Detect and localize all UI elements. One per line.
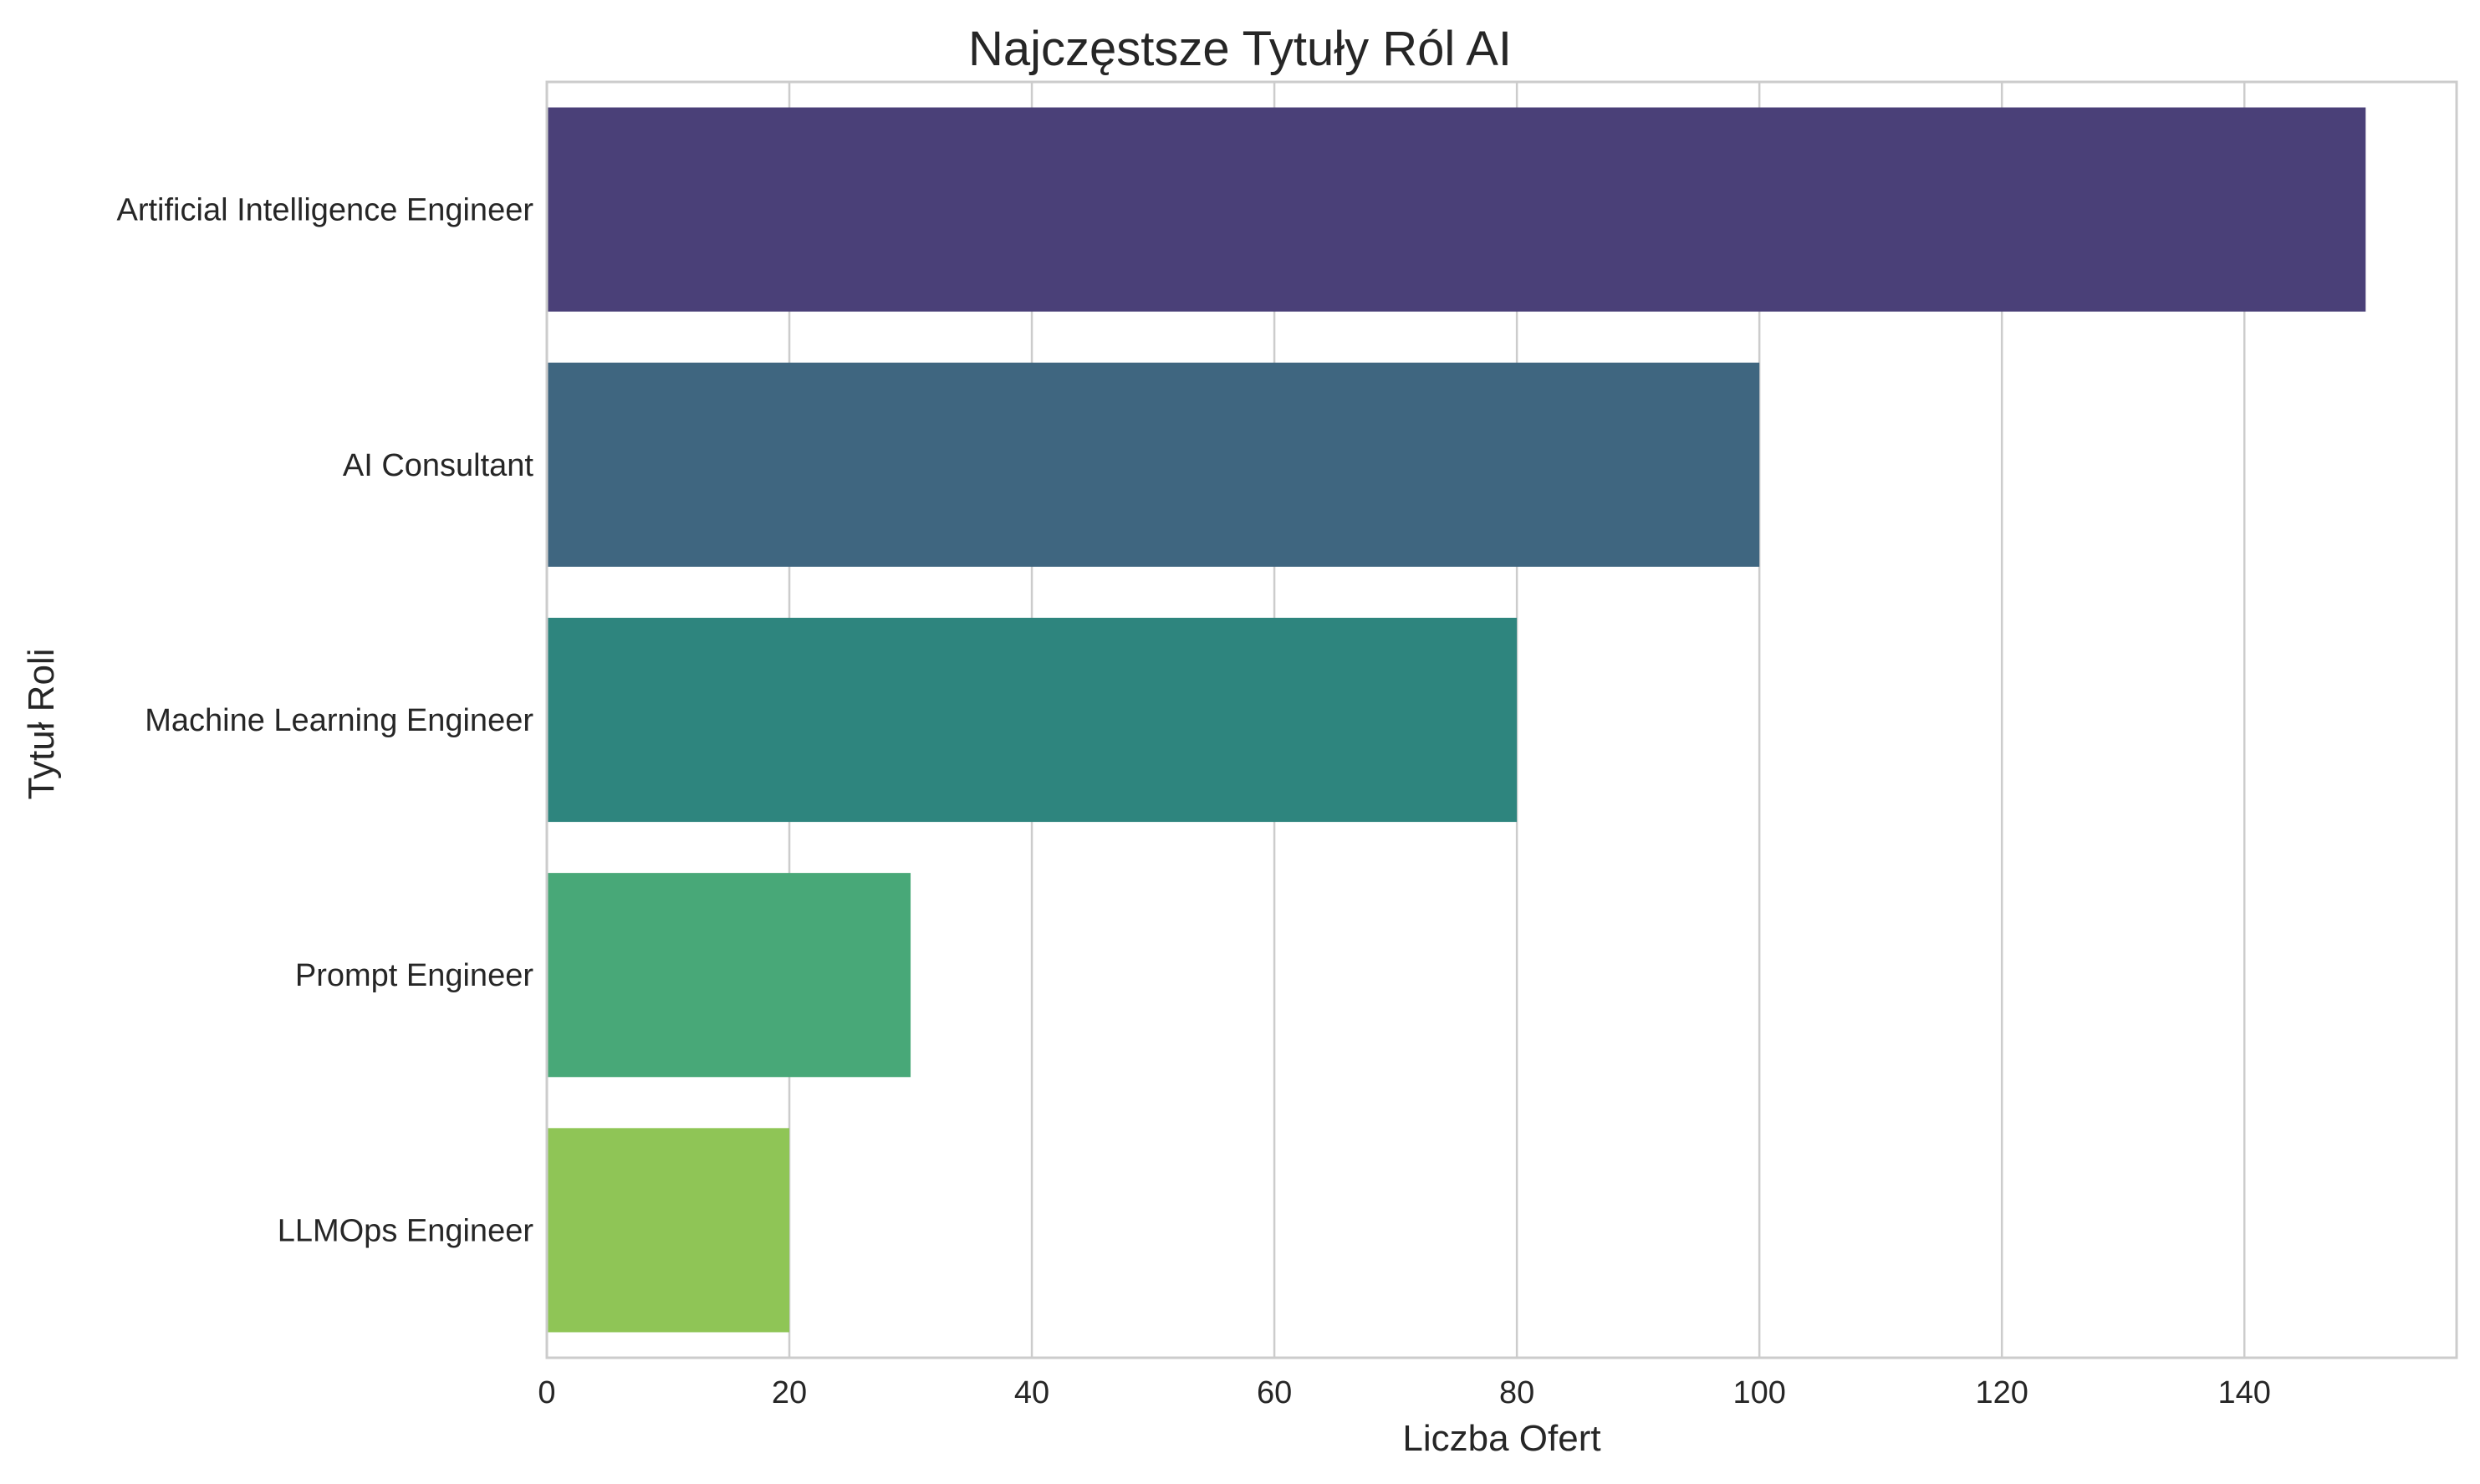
x-tick-label: 20 bbox=[772, 1375, 807, 1410]
y-tick-label: Machine Learning Engineer bbox=[145, 703, 533, 738]
x-axis-title: Liczba Ofert bbox=[1402, 1418, 1600, 1459]
bar bbox=[547, 617, 1518, 823]
y-axis-title: Tytuł Roli bbox=[21, 649, 62, 800]
x-tick-label: 0 bbox=[538, 1375, 555, 1410]
y-tick-label: LLMOps Engineer bbox=[278, 1213, 534, 1248]
bars bbox=[547, 107, 2366, 1333]
bar bbox=[547, 1128, 790, 1333]
y-tick-label: AI Consultant bbox=[343, 448, 534, 483]
bar bbox=[547, 362, 1760, 567]
y-tick-label: Artificial Intelligence Engineer bbox=[117, 193, 534, 228]
y-axis-ticks: Artificial Intelligence Engineer AI Consu… bbox=[117, 193, 534, 1249]
y-tick-label: Prompt Engineer bbox=[295, 958, 533, 993]
x-tick-label: 40 bbox=[1014, 1375, 1049, 1410]
x-tick-label: 60 bbox=[1257, 1375, 1292, 1410]
x-tick-label: 100 bbox=[1732, 1375, 1785, 1410]
x-tick-label: 140 bbox=[2218, 1375, 2271, 1410]
bar bbox=[547, 873, 911, 1078]
x-tick-label: 80 bbox=[1499, 1375, 1534, 1410]
x-axis-ticks: 0 20 40 60 80 100 120 140 bbox=[538, 1375, 2270, 1410]
bar bbox=[547, 107, 2366, 312]
x-tick-label: 120 bbox=[1975, 1375, 2028, 1410]
plot-frame bbox=[545, 80, 2458, 1359]
chart-title: Najczęstsze Tytuły Ról AI bbox=[968, 22, 1512, 76]
